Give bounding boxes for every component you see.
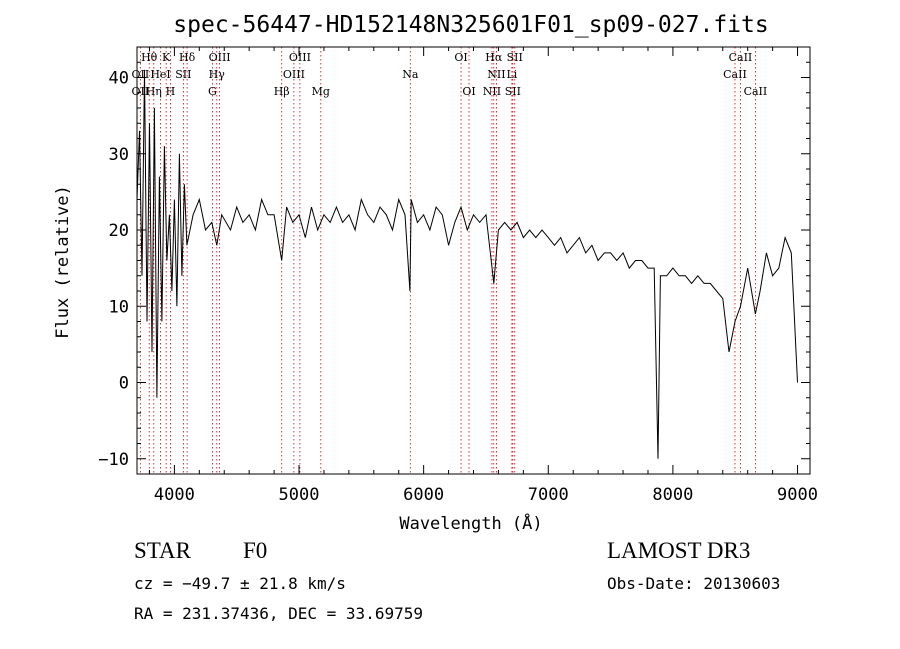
line-label: K [162, 51, 171, 64]
spectrum-line [136, 69, 798, 459]
line-label: NII [483, 85, 501, 98]
line-label: Hγ [209, 68, 226, 81]
line-label: Hθ [141, 51, 158, 64]
plot-frame [136, 46, 811, 475]
line-label: OIII [289, 51, 311, 64]
x-axis-label: Wavelength (Å) [399, 512, 542, 534]
line-label: OIII [209, 51, 231, 64]
line-label: NII [487, 68, 505, 81]
line-label: SII [505, 85, 521, 98]
x-tick-label: 9000 [777, 485, 818, 505]
x-axis: 4000 5000 6000 7000 8000 9000 [148, 47, 818, 505]
line-label: G [208, 85, 217, 98]
y-tick-label: 40 [109, 69, 129, 89]
line-label: SII [175, 68, 191, 81]
y-tick-label: 30 [109, 145, 129, 165]
subclass: F0 [243, 538, 268, 563]
line-label: OI [454, 51, 467, 64]
x-tick-label: 6000 [403, 485, 444, 505]
line-label: Na [402, 68, 419, 81]
y-tick-label: 0 [119, 374, 129, 394]
line-label: Hβ [274, 85, 290, 98]
line-label: SII [507, 51, 523, 64]
line-labels: Hθ K Hδ OIII OIII OI Hα SII CaII OII HeI SII Hγ OIII N… [132, 51, 768, 98]
y-tick-label: 10 [109, 297, 129, 317]
x-tick-label: 5000 [279, 485, 320, 505]
line-label: CaII [723, 68, 747, 81]
y-axis: −10 0 10 20 30 40 [98, 46, 810, 470]
y-axis-label: Flux (relative) [53, 185, 73, 339]
coordinates: RA = 231.37436, DEC = 33.69759 [134, 604, 423, 623]
line-label: Hδ [179, 51, 196, 64]
x-tick-label: 7000 [528, 485, 569, 505]
survey-name: LAMOST DR3 [607, 538, 751, 563]
line-label: HeI [150, 68, 170, 81]
chart-title: spec-56447-HD152148N325601F01_sp09-027.f… [173, 12, 768, 38]
redshift-text: cz = −49.7 ± 21.8 km/s [134, 574, 346, 593]
line-label: Hη [146, 85, 162, 98]
line-label: Mg [312, 85, 330, 98]
y-tick-label: −10 [98, 450, 129, 470]
obs-date: Obs-Date: 20130603 [607, 574, 781, 593]
line-label: OII [132, 68, 150, 81]
line-label: Li [506, 68, 517, 81]
line-label: CaII [729, 51, 753, 64]
x-tick-label: 8000 [652, 485, 693, 505]
line-markers [139, 47, 756, 474]
line-label: CaII [744, 85, 768, 98]
line-label: OI [462, 85, 475, 98]
y-tick-label: 20 [109, 221, 129, 241]
object-class: STAR [134, 538, 191, 563]
line-label: H [166, 85, 176, 98]
line-label: OIII [283, 68, 305, 81]
line-label: Hα [485, 51, 503, 64]
x-tick-label: 4000 [154, 485, 195, 505]
